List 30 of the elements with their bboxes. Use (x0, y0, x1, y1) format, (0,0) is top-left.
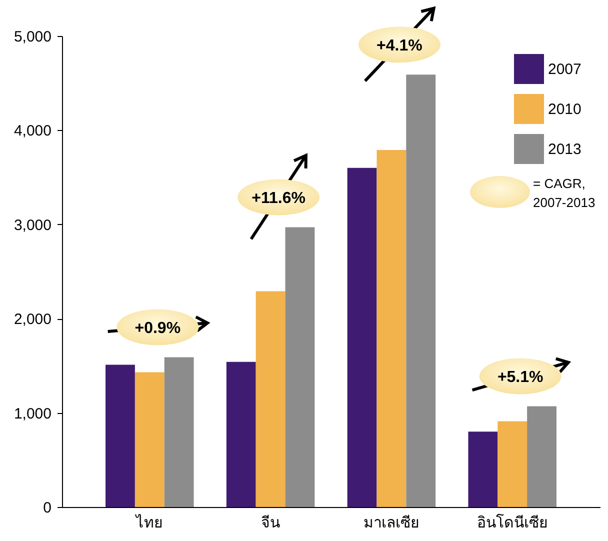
bar (376, 150, 406, 507)
bar (134, 372, 164, 507)
y-tick-label: 5,000 (14, 28, 52, 46)
bar (226, 362, 256, 507)
bar (406, 74, 436, 507)
bar (256, 291, 286, 507)
y-tick-label: 0 (43, 500, 52, 516)
x-tick-label: มาเลเซีย (363, 514, 420, 532)
bar (164, 357, 194, 507)
bar (347, 168, 377, 507)
bar (468, 432, 498, 507)
bar (285, 227, 315, 507)
bar (106, 364, 135, 507)
annotation: +11.6% (252, 190, 306, 208)
x-tick-label: อินโดนีเซีย (476, 514, 548, 532)
annotation: +5.1% (497, 369, 544, 386)
bar (498, 421, 528, 507)
annotation: = CAGR, 2007-2013 (533, 176, 596, 210)
annotation: +4.1% (376, 38, 422, 55)
y-tick-label: 4,000 (14, 122, 52, 140)
legend-label: 2007 (548, 61, 582, 78)
bar (527, 406, 556, 507)
legend-label: 2010 (548, 101, 582, 118)
annotation: +0.9% (134, 320, 181, 338)
x-tick-label: จีน (261, 514, 280, 532)
legend-label: 2013 (548, 141, 582, 158)
y-tick-label: 3,000 (14, 216, 52, 234)
y-tick-label: 2,000 (14, 311, 52, 328)
y-tick-label: 1,000 (14, 405, 52, 422)
x-tick-label: ไทย (135, 514, 164, 532)
